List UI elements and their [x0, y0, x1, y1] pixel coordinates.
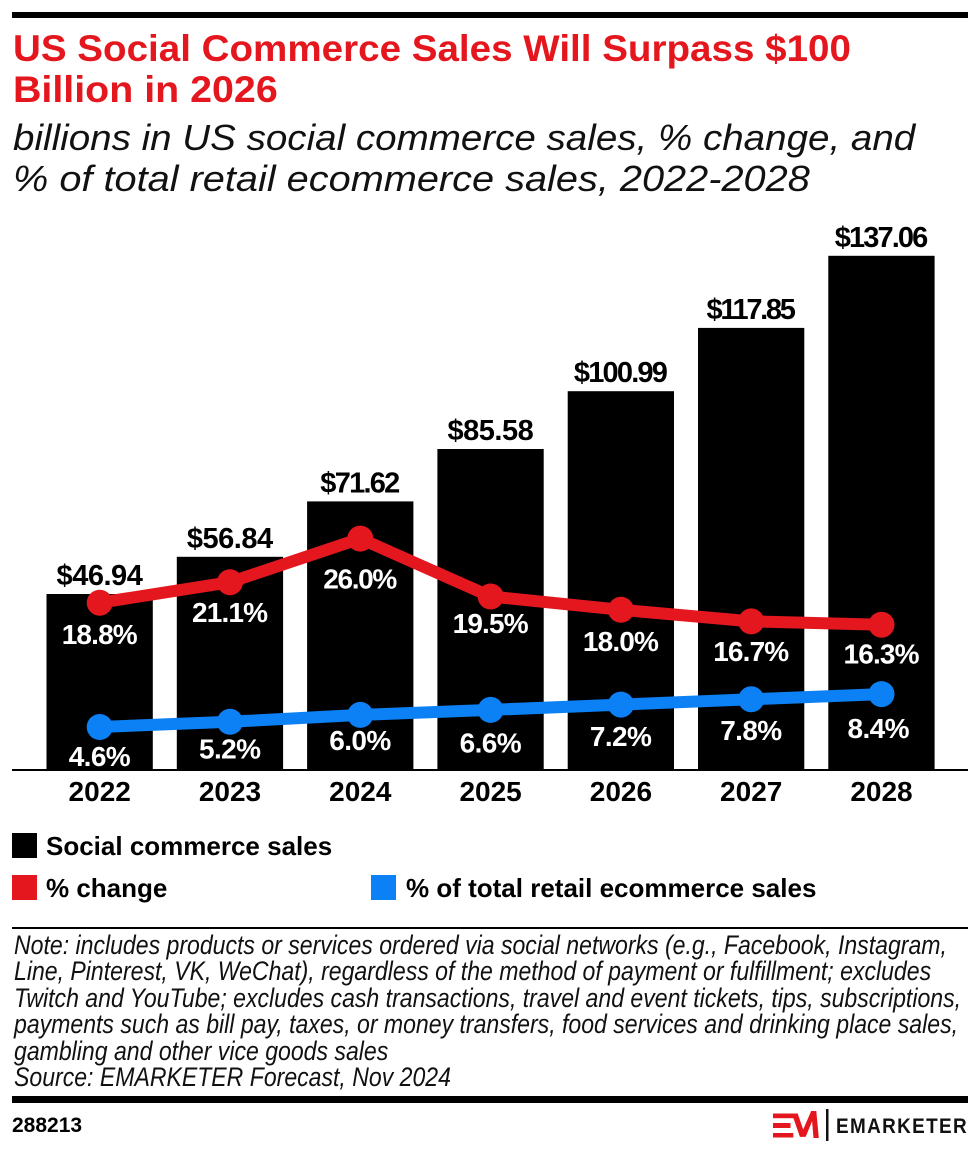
svg-text:16.3%: 16.3% [844, 639, 920, 670]
svg-text:16.7%: 16.7% [713, 636, 789, 667]
svg-text:$46.94: $46.94 [57, 560, 143, 592]
svg-text:4.6%: 4.6% [69, 741, 131, 772]
svg-text:$85.58: $85.58 [447, 415, 533, 447]
svg-text:7.8%: 7.8% [720, 715, 782, 746]
svg-text:$100.99: $100.99 [574, 357, 668, 389]
svg-text:18.0%: 18.0% [583, 626, 659, 657]
svg-text:5.2%: 5.2% [199, 734, 261, 765]
svg-text:2025: 2025 [459, 776, 521, 807]
svg-text:2027: 2027 [720, 776, 782, 807]
svg-text:2028: 2028 [850, 776, 912, 807]
svg-text:18.8%: 18.8% [62, 619, 138, 650]
svg-text:21.1%: 21.1% [192, 597, 268, 628]
svg-text:EMARKETER: EMARKETER [836, 1115, 968, 1138]
svg-text:2023: 2023 [199, 776, 261, 807]
svg-text:8.4%: 8.4% [848, 713, 910, 744]
svg-text:2024: 2024 [329, 776, 392, 807]
svg-text:2022: 2022 [69, 776, 131, 807]
svg-text:$137.06: $137.06 [835, 222, 929, 254]
svg-text:6.0%: 6.0% [329, 725, 391, 756]
svg-text:26.0%: 26.0% [323, 564, 397, 595]
svg-text:$117.85: $117.85 [707, 294, 796, 326]
svg-text:7.2%: 7.2% [590, 721, 652, 752]
svg-text:$56.84: $56.84 [187, 523, 273, 555]
svg-text:19.5%: 19.5% [453, 608, 529, 639]
svg-text:2026: 2026 [590, 776, 652, 807]
svg-text:6.6%: 6.6% [460, 728, 522, 759]
svg-text:$71.62: $71.62 [320, 467, 400, 499]
